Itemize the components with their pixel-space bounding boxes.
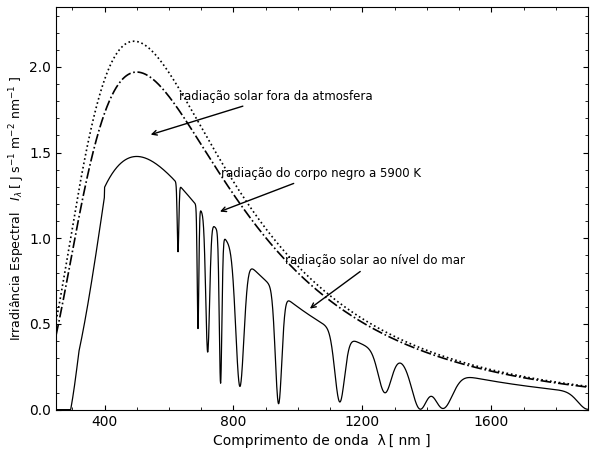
X-axis label: Comprimento de onda  λ [ nm ]: Comprimento de onda λ [ nm ] [213, 434, 431, 448]
Text: radiação solar ao nível do mar: radiação solar ao nível do mar [285, 254, 465, 308]
Y-axis label: Irradiância Espectral   $I_\lambda$ [ J s$^{-1}$ m$^{-2}$ nm$^{-1}$ ]: Irradiância Espectral $I_\lambda$ [ J s$… [7, 76, 27, 341]
Text: radiação solar fora da atmosfera: radiação solar fora da atmosfera [152, 90, 372, 135]
Text: radiação do corpo negro a 5900 K: radiação do corpo negro a 5900 K [221, 167, 421, 212]
